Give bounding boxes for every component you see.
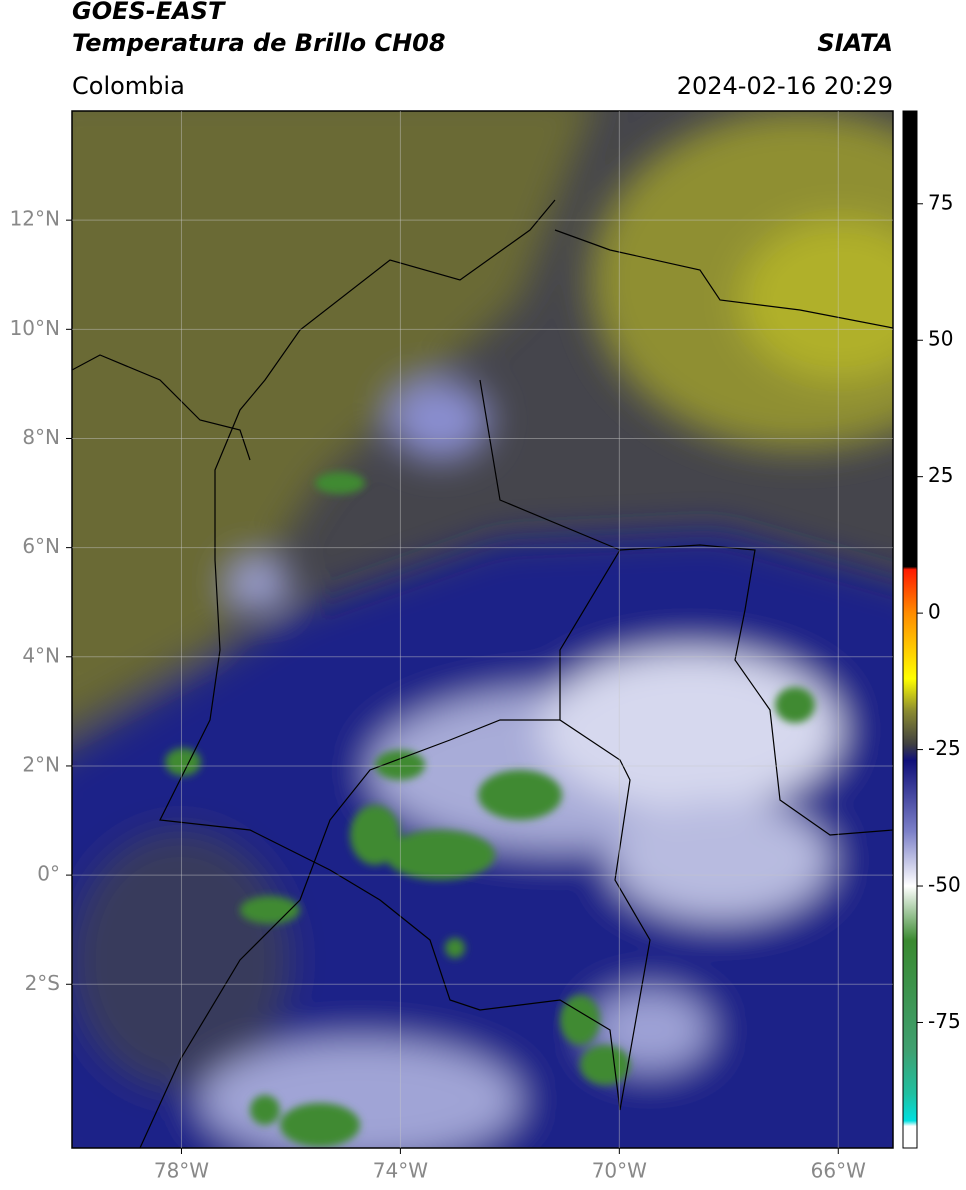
x-tick-label: 66°W	[811, 1159, 866, 1183]
cell	[165, 748, 201, 776]
map-frame	[71, 110, 894, 1149]
cloud	[200, 1040, 520, 1148]
y-tick-label: 2°S	[25, 971, 60, 995]
gray-area	[72, 830, 290, 1090]
cell	[250, 1095, 280, 1125]
warm-area	[72, 111, 592, 723]
cell	[775, 687, 815, 723]
cell	[385, 830, 495, 880]
cell	[375, 750, 425, 780]
y-tick-label: 2°N	[22, 752, 60, 776]
warm-area	[740, 220, 893, 380]
colorbar-tick-label: 75	[928, 190, 953, 214]
coastline	[72, 354, 251, 461]
cell	[445, 938, 465, 958]
source: SIATA	[817, 29, 893, 57]
cloud	[390, 380, 490, 460]
colorbar-tick-label: 50	[928, 327, 953, 351]
colorbar-tick-label: 0	[928, 600, 941, 624]
colorbar	[902, 110, 918, 1149]
x-tick-label: 74°W	[373, 1159, 428, 1183]
cloud	[230, 560, 290, 610]
map-image	[72, 111, 893, 1148]
cloud	[540, 650, 840, 810]
cloud	[610, 800, 830, 920]
cell	[478, 770, 562, 820]
y-tick-label: 6°N	[22, 534, 60, 558]
cell	[315, 472, 365, 494]
cell	[280, 1103, 360, 1147]
border-line	[479, 379, 621, 551]
region: Colombia	[72, 72, 185, 100]
datetime: 2024-02-16 20:29	[677, 72, 893, 100]
y-tick-label: 4°N	[22, 643, 60, 667]
colorbar-tick-label: 25	[928, 463, 953, 487]
y-tick-label: 8°N	[22, 425, 60, 449]
borders	[72, 199, 893, 1148]
subtitle: Temperatura de Brillo CH08	[72, 29, 446, 57]
cell	[240, 896, 300, 924]
y-tick-label: 0°	[37, 862, 60, 886]
title: GOES-EAST	[72, 0, 226, 25]
deep-convection	[165, 472, 815, 1147]
y-tick-label: 10°N	[10, 316, 60, 340]
colorbar-tick-label: -25	[928, 736, 961, 760]
border-line	[159, 199, 893, 1111]
border-line	[139, 719, 560, 1148]
x-tick-label: 70°W	[592, 1159, 647, 1183]
x-tick-label: 78°W	[154, 1159, 209, 1183]
colorbar-tick-label: -75	[928, 1009, 961, 1033]
cell	[580, 1045, 630, 1085]
y-tick-label: 12°N	[10, 207, 60, 231]
colorbar-tick-label: -50	[928, 873, 961, 897]
cell	[560, 995, 600, 1045]
cloud-field	[72, 111, 893, 1148]
coastline	[554, 229, 893, 329]
